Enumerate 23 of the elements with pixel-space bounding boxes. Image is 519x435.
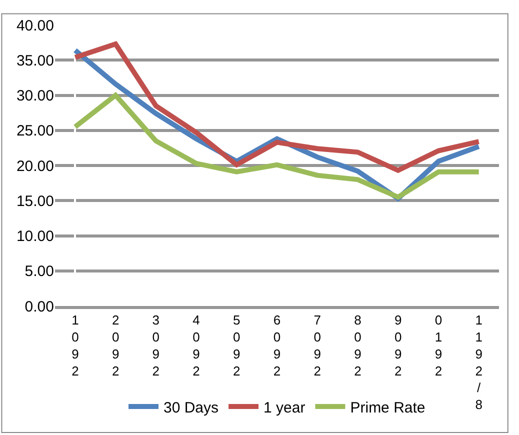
y-tick-label: 35.00 — [16, 52, 54, 70]
y-tick-label: 25.00 — [16, 122, 54, 140]
x-tick-label: 2 0 9 2 — [112, 312, 120, 378]
x-tick-label: 3 0 9 2 — [152, 312, 160, 378]
x-tick-label: 1 0 9 2 — [72, 312, 79, 378]
x-tick-label: 7 0 9 2 — [314, 312, 321, 378]
legend-label: Prime Rate — [350, 399, 426, 416]
x-tick-label: 8 0 9 2 — [354, 312, 362, 378]
x-tick-label: 1 1 9 2 / 8 — [475, 312, 482, 412]
x-tick-label: 4 0 9 2 — [192, 312, 200, 378]
legend-label: 30 Days — [164, 399, 219, 416]
x-tick-label: 5 0 9 2 — [233, 312, 240, 378]
y-tick-label: 20.00 — [16, 158, 54, 175]
y-tick-label: 40.00 — [16, 17, 54, 34]
legend-label: 1 year — [264, 399, 306, 416]
y-tick-label: 10.00 — [16, 228, 54, 245]
y-tick-label: 5.00 — [24, 263, 54, 280]
y-tick-label: 15.00 — [16, 192, 54, 210]
x-tick-label: 9 0 9 2 — [394, 312, 402, 378]
y-tick-label: 0.00 — [24, 298, 54, 316]
x-tick-label: 0 1 9 2 — [434, 312, 442, 378]
y-tick-label: 30.00 — [16, 88, 54, 104]
x-tick-label: 6 0 9 2 — [273, 312, 281, 378]
